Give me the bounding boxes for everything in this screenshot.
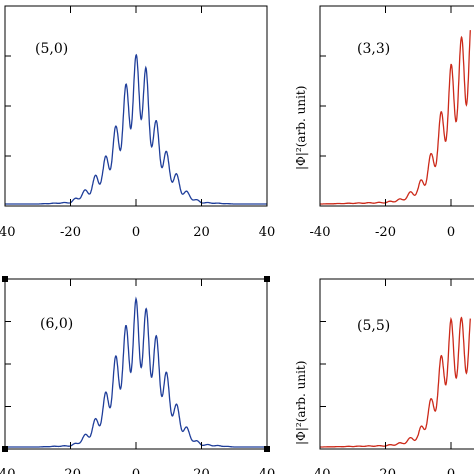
plot-frame: [4, 5, 268, 207]
plot-lines: [320, 316, 471, 448]
panel-5-5: (5,5) |Φ|²(arb. unit) -40 -20 0: [294, 278, 474, 474]
x-tick-label: -20: [60, 467, 81, 474]
plot-lines: [320, 30, 471, 205]
x-tick-label: -40: [310, 225, 331, 240]
series-line: [320, 30, 471, 205]
x-ticks: -40 -20 0: [310, 279, 455, 474]
resize-handle[interactable]: [2, 276, 8, 282]
y-axis-label: |Φ|²(arb. unit): [294, 86, 308, 170]
resize-handle[interactable]: [264, 276, 270, 282]
x-tick-label: -20: [375, 467, 396, 474]
panel-6-0: (6,0) -40 -20 0 20 40: [0, 276, 275, 474]
x-ticks: -40 -20 0: [310, 6, 455, 240]
x-tick-label: 40: [259, 225, 276, 240]
x-tick-label: 20: [193, 225, 210, 240]
x-tick-label: -40: [0, 225, 15, 240]
resize-handle[interactable]: [264, 446, 270, 452]
resize-handle[interactable]: [2, 446, 8, 452]
plot-frame: [319, 278, 474, 450]
panel-label: (6,0): [40, 316, 73, 332]
y-axis-label: |Φ|²(arb. unit): [294, 361, 308, 445]
series-line: [5, 53, 267, 205]
x-tick-label: 0: [132, 467, 140, 474]
x-ticks: -40 -20 0 20 40: [0, 279, 275, 474]
x-tick-label: 0: [447, 467, 455, 474]
plot-frame: [319, 5, 474, 207]
panel-label: (3,3): [357, 41, 390, 57]
x-tick-label: 40: [259, 467, 276, 474]
plot-lines: [5, 296, 267, 448]
x-tick-label: -20: [60, 225, 81, 240]
x-ticks: -40 -20 0 20 40: [0, 6, 275, 240]
panel-5-0: (5,0) -40 -20 0 20 40: [0, 5, 275, 240]
plot-lines: [5, 53, 267, 205]
panel-label: (5,0): [35, 41, 68, 57]
series-line: [320, 316, 471, 448]
panel-3-3: (3,3) |Φ|²(arb. unit) -40 -20 0: [294, 5, 474, 240]
plot-frame: [4, 278, 268, 450]
x-tick-label: 0: [132, 225, 140, 240]
x-tick-label: -40: [0, 467, 15, 474]
x-tick-label: 0: [447, 225, 455, 240]
panel-label: (5,5): [357, 318, 390, 334]
x-tick-label: -20: [375, 225, 396, 240]
x-tick-label: -40: [310, 467, 331, 474]
series-line: [5, 296, 267, 448]
x-tick-label: 20: [193, 467, 210, 474]
selection-handles[interactable]: [2, 276, 270, 452]
